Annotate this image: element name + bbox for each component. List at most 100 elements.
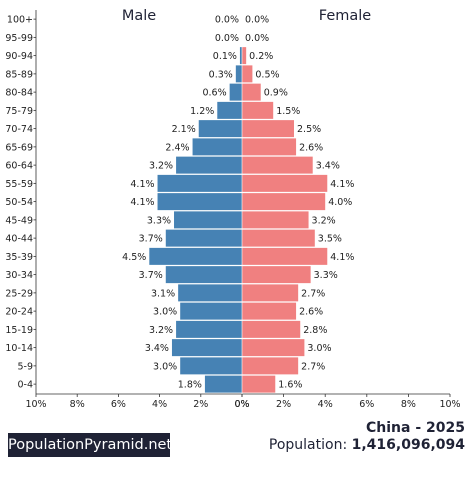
male-value-label: 4.5% <box>122 252 146 263</box>
male-bar <box>176 320 242 338</box>
female-value-label: 3.0% <box>307 343 331 354</box>
female-bar <box>242 357 299 375</box>
male-value-label: 1.2% <box>190 106 214 117</box>
age-group-label: 40-44 <box>5 234 33 245</box>
female-value-label: 4.1% <box>330 252 354 263</box>
female-bar <box>242 193 326 211</box>
x-tick-label: 8% <box>401 399 416 410</box>
male-bar <box>176 156 242 174</box>
female-value-label: 2.8% <box>303 325 327 336</box>
male-value-label: 3.4% <box>145 343 169 354</box>
x-tick-label: 0% <box>234 399 249 410</box>
male-bar <box>165 266 242 284</box>
age-group-label: 60-64 <box>5 161 33 172</box>
male-value-label: 0.6% <box>202 88 226 99</box>
male-bar <box>204 375 242 393</box>
age-group-label: 50-54 <box>5 197 33 208</box>
male-value-label: 3.3% <box>147 215 171 226</box>
female-value-label: 3.3% <box>314 270 338 281</box>
age-group-label: 55-59 <box>5 179 33 190</box>
age-group-label: 65-69 <box>5 142 33 153</box>
male-bar <box>157 193 242 211</box>
male-bar <box>178 284 242 302</box>
age-group-label: 15-19 <box>5 325 33 336</box>
female-bar <box>242 247 328 265</box>
male-value-label: 0.3% <box>209 69 233 80</box>
male-value-label: 0.1% <box>213 51 237 62</box>
female-bar <box>242 339 305 357</box>
female-value-label: 3.5% <box>318 234 342 245</box>
male-bar <box>192 138 242 156</box>
male-bar <box>149 247 242 265</box>
age-group-label: 75-79 <box>5 106 33 117</box>
male-bar <box>235 65 242 83</box>
x-tick-label: 2% <box>276 399 291 410</box>
female-value-label: 2.7% <box>301 288 325 299</box>
female-bar <box>242 174 328 192</box>
population-label: Population: <box>268 437 352 453</box>
age-group-label: 70-74 <box>5 124 33 135</box>
female-value-label: 0.2% <box>249 51 273 62</box>
age-group-label: 20-24 <box>5 307 33 318</box>
female-bar <box>242 101 274 119</box>
female-bar <box>242 138 297 156</box>
female-value-label: 0.5% <box>255 69 279 80</box>
age-group-label: 90-94 <box>5 51 33 62</box>
female-value-label: 2.6% <box>299 142 323 153</box>
female-value-label: 1.5% <box>276 106 300 117</box>
male-bar <box>171 339 242 357</box>
male-bar <box>180 357 242 375</box>
female-value-label: 2.5% <box>297 124 321 135</box>
female-value-label: 3.4% <box>316 161 340 172</box>
male-bars <box>149 47 242 393</box>
female-bars <box>242 47 328 393</box>
male-value-label: 4.1% <box>130 179 154 190</box>
x-tick-label: 10% <box>25 399 46 410</box>
male-value-label: 0.0% <box>215 33 239 44</box>
female-value-label: 0.9% <box>264 88 288 99</box>
brand-logo[interactable]: PopulationPyramid.net <box>8 433 172 457</box>
male-value-label: 1.8% <box>178 380 202 391</box>
male-bar <box>198 120 242 138</box>
male-value-label: 3.0% <box>153 361 177 372</box>
male-bar <box>217 101 242 119</box>
female-bar <box>242 156 313 174</box>
male-value-label: 3.7% <box>139 270 163 281</box>
male-value-label: 0.0% <box>215 15 239 26</box>
age-group-label: 30-34 <box>5 270 33 281</box>
male-value-label: 4.1% <box>130 197 154 208</box>
female-value-label: 1.6% <box>278 380 302 391</box>
female-value-label: 4.0% <box>328 197 352 208</box>
male-bar <box>157 174 242 192</box>
x-tick-label: 10% <box>439 399 460 410</box>
female-bar <box>242 266 311 284</box>
female-bar <box>242 120 294 138</box>
age-group-label: 80-84 <box>5 88 33 99</box>
population-value: 1,416,096,094 <box>351 437 465 453</box>
female-value-label: 2.7% <box>301 361 325 372</box>
male-bar <box>239 47 242 65</box>
female-value-label: 4.1% <box>330 179 354 190</box>
male-value-label: 3.1% <box>151 288 175 299</box>
female-bar <box>242 47 247 65</box>
female-value-label: 2.6% <box>299 307 323 318</box>
male-bar <box>165 229 242 247</box>
x-tick-label: 2% <box>193 399 208 410</box>
male-value-label: 3.2% <box>149 161 173 172</box>
male-bar <box>180 302 242 320</box>
male-value-label: 2.4% <box>165 142 189 153</box>
population-total: Population: 1,416,096,094 <box>269 437 465 453</box>
age-group-label: 45-49 <box>5 215 33 226</box>
labels: Male Female 0.0% 0.0% 0.0% 0.0% 0.1% 0.2% 0.3% 0.… <box>122 8 371 391</box>
female-bar <box>242 320 301 338</box>
male-heading: Male <box>122 8 156 24</box>
female-bar <box>242 229 315 247</box>
age-group-label: 95-99 <box>5 33 33 44</box>
male-value-label: 2.1% <box>172 124 196 135</box>
male-bar <box>174 211 242 229</box>
female-heading: Female <box>319 8 372 24</box>
x-tick-label: 4% <box>318 399 333 410</box>
x-tick-label: 4% <box>152 399 167 410</box>
female-bar <box>242 65 253 83</box>
